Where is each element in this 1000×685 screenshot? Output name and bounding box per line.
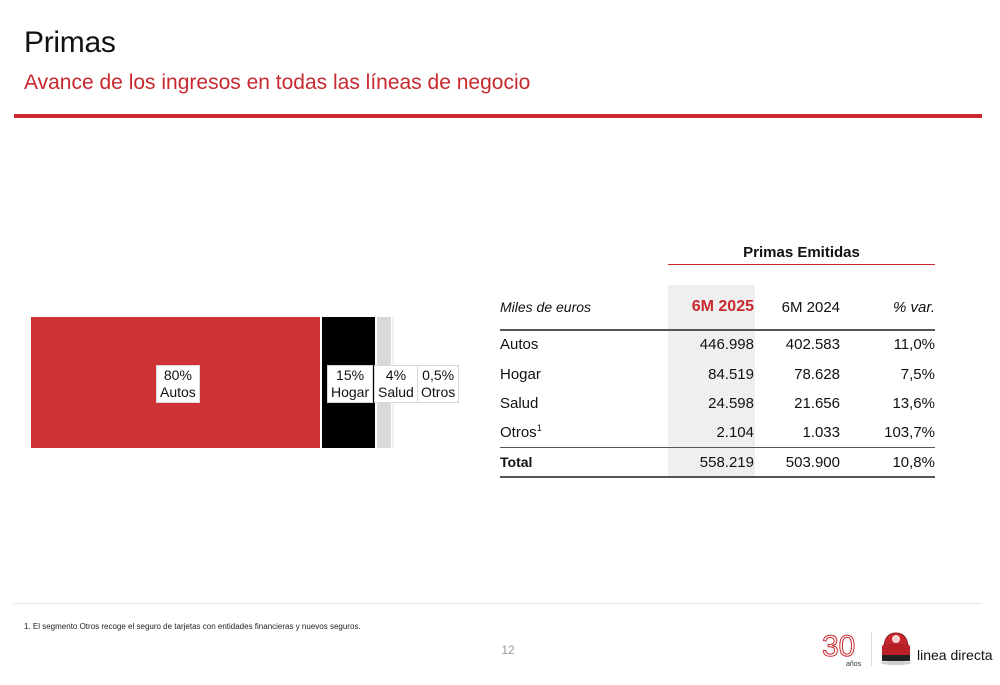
total-value-2024: 503.900: [785, 454, 840, 471]
anniversary-logo: 30 años: [822, 628, 866, 670]
row-value-var: 7,5%: [900, 366, 935, 383]
row-value-var: 11,0%: [893, 336, 935, 353]
row-value-2025: 24.598: [708, 395, 754, 412]
segment-value-autos: 80%: [163, 367, 192, 383]
brand-name: linea directa: [917, 647, 993, 663]
total-rule-top: [500, 447, 935, 448]
row-value-2025: 84.519: [708, 366, 754, 383]
footnote: 1. El segmento Otros recoge el seguro de…: [24, 622, 361, 631]
row-value-2024: 1.033: [802, 424, 840, 441]
total-rule-bottom: [500, 476, 935, 478]
table-group-header: Primas Emitidas: [743, 244, 860, 261]
table-group-header-rule: [668, 264, 935, 265]
footer-divider: [14, 603, 982, 604]
title-divider: [14, 114, 982, 118]
row-label: Otros1: [500, 423, 542, 442]
row-label: Autos: [500, 336, 539, 353]
row-value-2024: 78.628: [794, 366, 840, 383]
segment-value-hogar: 15%: [336, 367, 365, 383]
red-phone-icon: [881, 632, 911, 665]
row-value-var: 103,7%: [884, 424, 935, 441]
unit-label: Miles de euros: [500, 299, 592, 315]
brand-phone-icon: [878, 625, 914, 667]
anniversary-number: 30: [822, 630, 855, 663]
footnote-marker: 1: [536, 423, 542, 433]
row-value-2024: 402.583: [785, 336, 840, 353]
segment-name-salud: Salud: [378, 384, 414, 400]
segment-value-salud: 4%: [385, 367, 407, 383]
header-rule: [500, 329, 935, 331]
page-title: Primas: [24, 26, 116, 59]
segment-label-salud: 4% Salud: [374, 365, 418, 403]
highlight-column: [668, 285, 755, 478]
anniversary-logo-graphic: 30 años: [822, 630, 862, 669]
row-label: Salud: [500, 395, 539, 412]
segment-name-autos: Autos: [160, 384, 196, 400]
row-value-2025: 446.998: [699, 336, 754, 353]
segment-label-hogar: 15% Hogar: [327, 365, 374, 403]
row-value-2024: 21.656: [794, 395, 840, 412]
total-value-var: 10,8%: [892, 454, 935, 471]
row-value-2025: 2.104: [716, 424, 754, 441]
row-label-text: Otros: [500, 424, 537, 441]
column-header-var: % var.: [893, 299, 935, 316]
segment-label-autos: 80% Autos: [156, 365, 200, 403]
segment-label-otros: 0,5% Otros: [417, 365, 460, 403]
segment-name-hogar: Hogar: [331, 384, 370, 400]
row-value-var: 13,6%: [892, 395, 935, 412]
logo-separator: [871, 632, 872, 666]
anniversary-caption: años: [846, 661, 862, 668]
page-number: 12: [501, 643, 515, 657]
column-header-6m-2025: 6M 2025: [691, 298, 754, 315]
segment-value-otros: 0,5%: [422, 367, 455, 383]
page-subtitle: Avance de los ingresos en todas las líne…: [24, 71, 531, 94]
column-header-6m-2024: 6M 2024: [781, 299, 840, 316]
row-label: Hogar: [500, 366, 541, 383]
total-label: Total: [500, 454, 533, 470]
total-value-2025: 558.219: [699, 454, 754, 471]
segment-name-otros: Otros: [421, 384, 456, 400]
